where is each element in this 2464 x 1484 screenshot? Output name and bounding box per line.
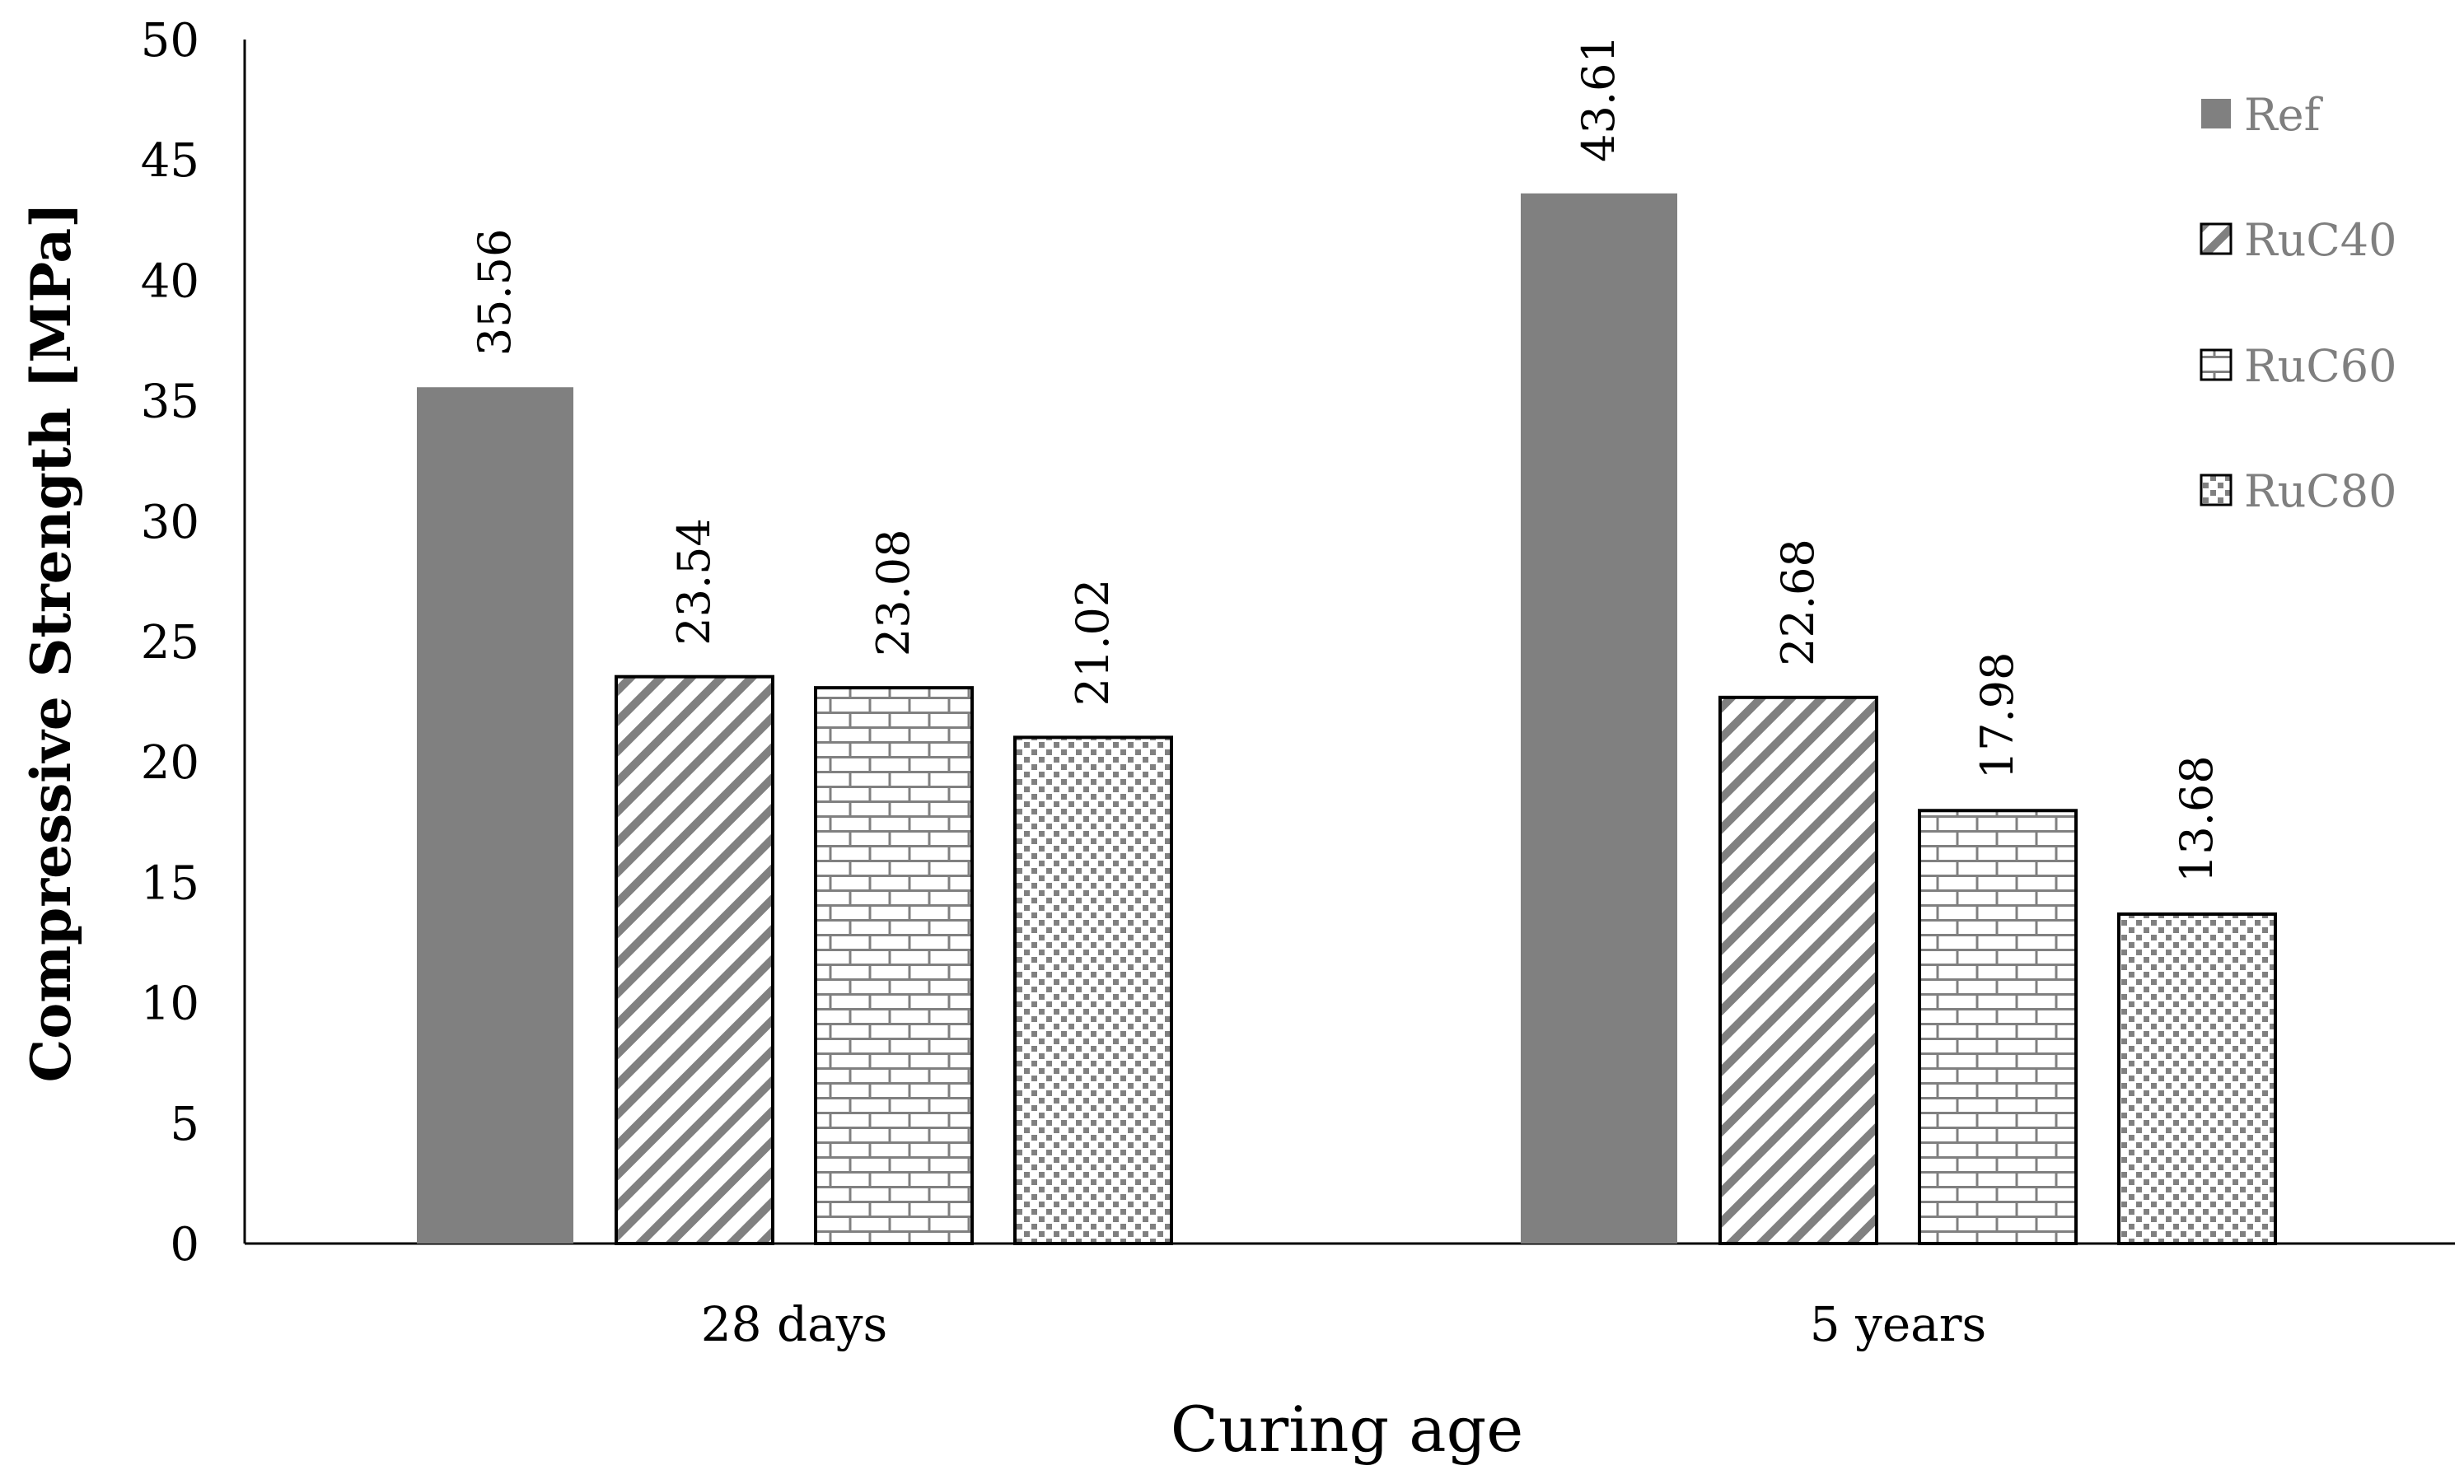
legend-swatch-ruc60 bbox=[2200, 348, 2233, 381]
y-tick-label: 0 bbox=[170, 1218, 199, 1272]
bar-value-label: 17.98 bbox=[1971, 652, 2023, 780]
y-tick-label: 20 bbox=[141, 736, 199, 790]
y-tick-label: 5 bbox=[170, 1098, 199, 1151]
y-tick-label: 45 bbox=[141, 134, 199, 188]
category-label: 28 days bbox=[701, 1296, 887, 1352]
y-axis-title: Compressive Strength [MPa] bbox=[19, 203, 83, 1083]
category-label: 5 years bbox=[1810, 1296, 1987, 1352]
bar-ref-28-days bbox=[417, 387, 573, 1244]
bar-ruc80-5-years bbox=[2117, 912, 2277, 1246]
legend-swatch-ref bbox=[2201, 99, 2231, 128]
legend-swatch-ruc80 bbox=[2200, 474, 2233, 506]
y-tick-label: 15 bbox=[141, 856, 199, 910]
bar-ruc60-5-years bbox=[1918, 809, 2078, 1245]
y-tick-label: 35 bbox=[141, 376, 199, 429]
legend-label-ruc40: RuC40 bbox=[2244, 214, 2396, 266]
bar-value-label: 23.08 bbox=[867, 530, 919, 657]
bar-ruc40-28-days bbox=[615, 674, 774, 1245]
legend-label-ruc60: RuC60 bbox=[2244, 340, 2396, 392]
y-tick-labels: 0 5 10 15 20 25 30 35 40 45 50 bbox=[141, 14, 199, 1272]
y-tick-label: 10 bbox=[141, 978, 199, 1031]
bar-value-label: 35.56 bbox=[469, 229, 521, 357]
bar-ruc60-28-days bbox=[814, 686, 974, 1245]
y-tick-label: 25 bbox=[141, 616, 199, 670]
category-labels: 28 days 5 years bbox=[701, 1296, 1986, 1352]
y-tick-label: 50 bbox=[141, 14, 199, 68]
x-axis-title: Curing age bbox=[1171, 1393, 1523, 1466]
bars bbox=[417, 193, 2277, 1246]
y-tick-label: 30 bbox=[141, 496, 199, 549]
bar-ruc80-28-days bbox=[1013, 735, 1173, 1245]
bar-value-label: 13.68 bbox=[2171, 755, 2223, 883]
y-tick-label: 40 bbox=[141, 254, 199, 308]
legend-label-ruc80: RuC80 bbox=[2244, 465, 2396, 517]
bar-value-label: 23.54 bbox=[668, 518, 720, 646]
legend: Ref RuC40 RuC60 RuC80 bbox=[2200, 89, 2396, 517]
legend-swatch-ruc40 bbox=[2200, 222, 2233, 255]
bar-ruc40-5-years bbox=[1718, 695, 1878, 1245]
bar-value-label: 43.61 bbox=[1573, 35, 1625, 162]
bar-value-labels: 35.56 23.54 23.08 21.02 43.61 22.68 17.98 13.68 bbox=[469, 35, 2223, 883]
axes bbox=[243, 40, 2455, 1245]
bar-value-label: 22.68 bbox=[1772, 539, 1824, 666]
bar-value-label: 21.02 bbox=[1067, 579, 1119, 707]
bar-ref-5-years bbox=[1521, 193, 1677, 1244]
legend-label-ref: Ref bbox=[2244, 89, 2324, 141]
